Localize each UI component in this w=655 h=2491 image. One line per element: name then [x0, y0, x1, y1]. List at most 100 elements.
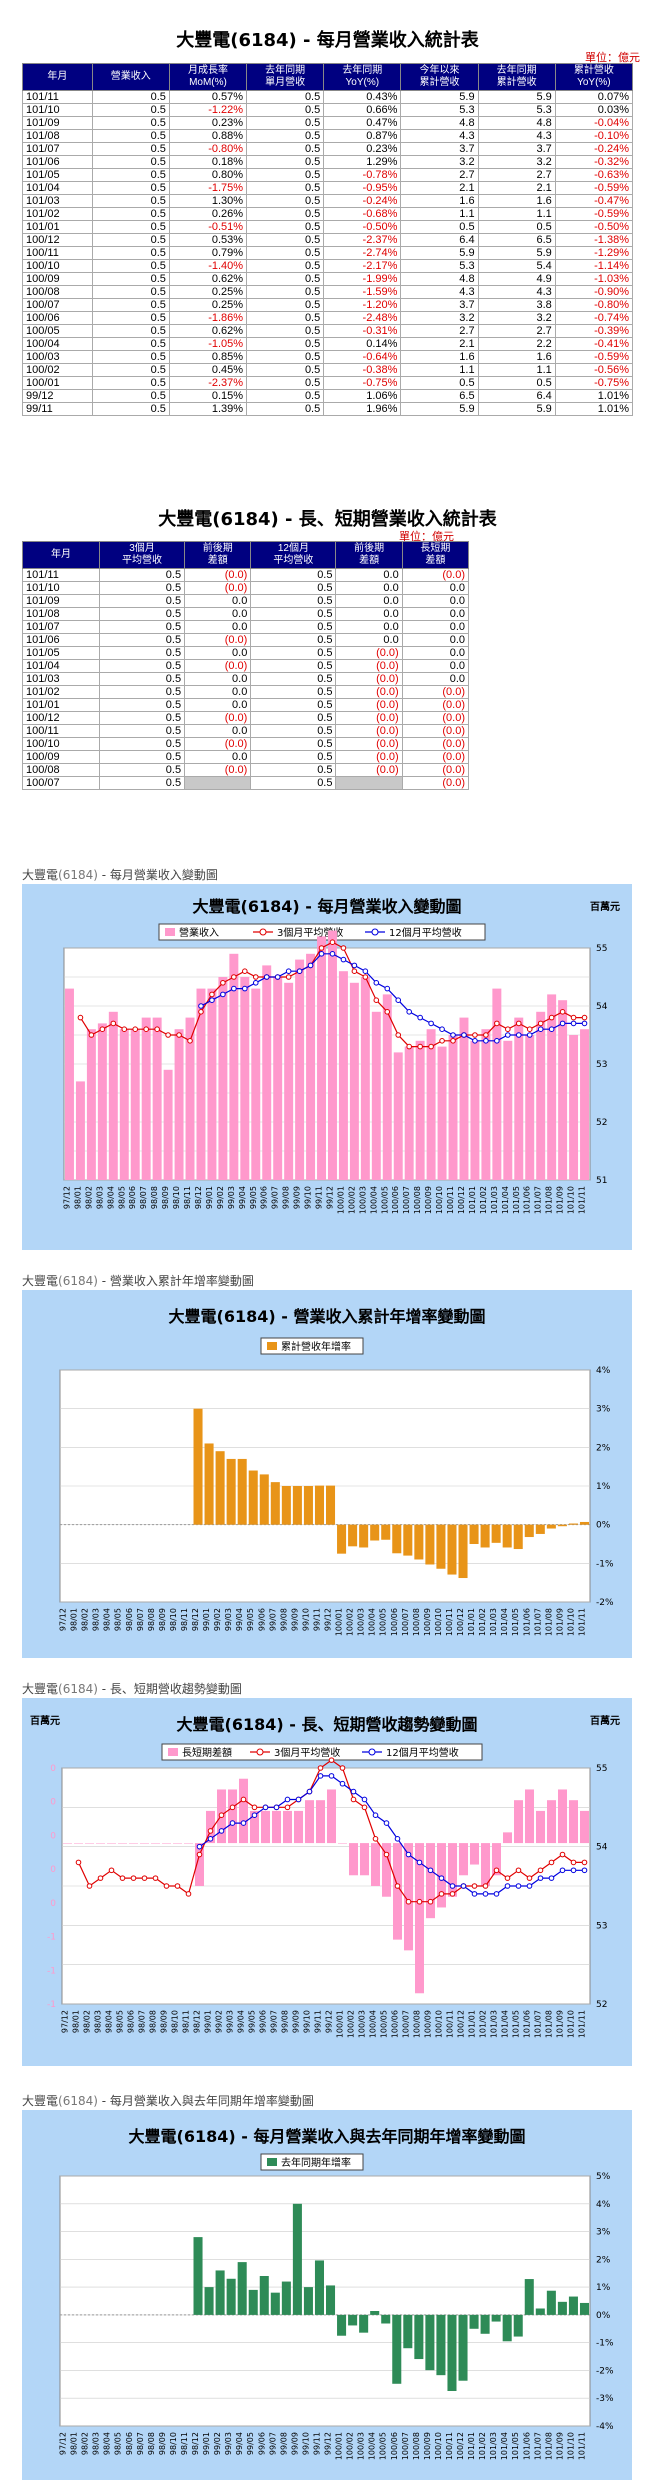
diff-bar	[481, 1843, 490, 1886]
table-cell: -0.74%	[554, 311, 634, 325]
avg12m-point	[350, 1788, 357, 1795]
legend-label: 3個月平均營收	[277, 926, 343, 939]
table-cell: 0.5	[246, 298, 325, 312]
legend-label: 累計營收年增率	[281, 1340, 351, 1353]
table-cell: (0.0)	[184, 659, 252, 673]
y-tick-label: 4%	[596, 1366, 611, 1376]
x-tick-label: 98/01	[73, 1186, 82, 1209]
x-tick-label: 98/07	[136, 1608, 145, 1631]
x-tick-label: 101/08	[545, 2010, 554, 2038]
table-cell: 101/06	[22, 155, 93, 169]
table-cell: 3.7	[400, 142, 479, 156]
col-header: 年月	[22, 541, 100, 569]
table-cell: 0.5	[98, 568, 186, 582]
table-cell: 0.5	[91, 285, 170, 299]
table-cell: 0.0	[335, 594, 403, 608]
table-cell: -0.10%	[554, 129, 634, 143]
avg3m-point	[174, 1883, 181, 1889]
table-cell: -0.51%	[168, 220, 248, 234]
x-tick-label: 100/07	[402, 1186, 411, 1214]
table-cell: -2.74%	[323, 246, 402, 260]
avg3m-point	[75, 1859, 82, 1866]
x-tick-label: 100/05	[380, 2010, 389, 2038]
x-tick-label: 99/03	[226, 2010, 235, 2033]
x-tick-label: 99/01	[202, 1608, 211, 1631]
cum-yoy-bar	[425, 1524, 435, 1565]
table-cell: 0.5	[91, 363, 170, 377]
avg3m-point	[450, 1038, 456, 1044]
diff-bar	[459, 1843, 468, 1876]
y-tick-label: -1%	[596, 2339, 614, 2349]
table-cell: 0.14%	[323, 337, 402, 351]
legend-marker	[371, 928, 379, 936]
table-cell: 0.0	[335, 607, 403, 621]
diff-bar	[96, 1843, 105, 1844]
cum-yoy-bar	[546, 1524, 556, 1529]
yoy-bar	[425, 2314, 435, 2371]
table-cell: 0.0	[401, 594, 470, 608]
avg3m-point	[439, 1038, 445, 1044]
table-cell: 0.5	[246, 246, 325, 260]
x-tick-label: 99/03	[227, 1186, 236, 1209]
table-cell: 0.5	[246, 389, 325, 403]
y-tick-label: 51	[596, 1176, 607, 1186]
x-tick-label: 101/06	[523, 2010, 532, 2038]
avg12m-point	[504, 1883, 511, 1889]
x-tick-label: 98/04	[106, 1186, 115, 1209]
longshort-unit: 單位：億元	[399, 530, 454, 543]
table-cell: 0.25%	[168, 298, 248, 312]
yoy-bar	[204, 2287, 214, 2315]
avg3m-point	[340, 945, 347, 951]
cum-yoy-bar	[270, 1482, 280, 1525]
table-cell: 0.0	[184, 594, 252, 608]
col-header: 去年同期 累計營收	[477, 63, 556, 91]
table-cell: 4.8	[400, 272, 479, 286]
avg12m-point	[472, 1038, 478, 1044]
avg3m-point	[373, 997, 380, 1003]
avg3m-point	[207, 1828, 214, 1834]
table-cell: 100/07	[22, 776, 100, 790]
x-tick-label: 98/09	[160, 2010, 169, 2033]
avg3m-point	[570, 1014, 577, 1021]
table-cell: 101/10	[22, 103, 93, 117]
table-row: 99/11 0.5 1.39% 0.5 1.96% 5.9 5.9 1.01%	[22, 402, 634, 416]
avg12m-point	[361, 1796, 368, 1803]
table-cell: 0.87%	[323, 129, 402, 143]
x-tick-label: 99/07	[271, 1186, 280, 1209]
x-tick-label: 101/08	[544, 2432, 553, 2460]
table-cell: 101/08	[22, 607, 100, 621]
x-tick-label: 98/12	[191, 1608, 200, 1631]
table-cell: 0.79%	[168, 246, 248, 260]
cum-yoy-bar	[248, 1470, 258, 1525]
avg12m-point	[307, 962, 314, 969]
avg12m-point	[262, 1804, 269, 1811]
table-cell: 100/05	[22, 324, 93, 338]
diff-bar	[426, 1843, 435, 1919]
table-row: 101/06 0.5 0.18% 0.5 1.29% 3.2 3.2 -0.32%	[22, 155, 634, 169]
table-row: 101/04 0.5 -1.75% 0.5 -0.95% 2.1 2.1 -0.59%	[22, 181, 634, 195]
yoy-bar	[436, 2314, 446, 2376]
table-cell: 0.5	[91, 324, 170, 338]
legend-label: 營業收入	[179, 926, 219, 939]
yoy-bar	[546, 2290, 556, 2315]
table-cell: 5.3	[477, 103, 556, 117]
table-cell	[184, 776, 252, 790]
table-cell: 2.2	[477, 337, 556, 351]
x-tick-label: 98/05	[114, 2432, 123, 2455]
table-cell: 0.5	[91, 129, 170, 143]
table-row: 101/05 0.5 0.80% 0.5 -0.78% 2.7 2.7 -0.63%	[22, 168, 634, 182]
table-cell: 5.3	[400, 259, 479, 273]
table-cell: 0.88%	[168, 129, 248, 143]
table-cell: 0.5	[246, 324, 325, 338]
x-tick-label: 99/09	[292, 2010, 301, 2033]
table-cell: 0.5	[91, 142, 170, 156]
table-cell	[335, 776, 403, 790]
table-cell: 5.9	[400, 402, 479, 416]
avg3m-point	[526, 1026, 533, 1032]
x-tick-label: 101/11	[577, 2432, 586, 2460]
table-cell: 0.5	[91, 272, 170, 286]
table-cell: 0.0	[184, 724, 252, 738]
revenue-bar	[514, 1017, 524, 1180]
avg12m-point	[460, 1883, 467, 1889]
avg12m-point	[218, 1828, 225, 1834]
